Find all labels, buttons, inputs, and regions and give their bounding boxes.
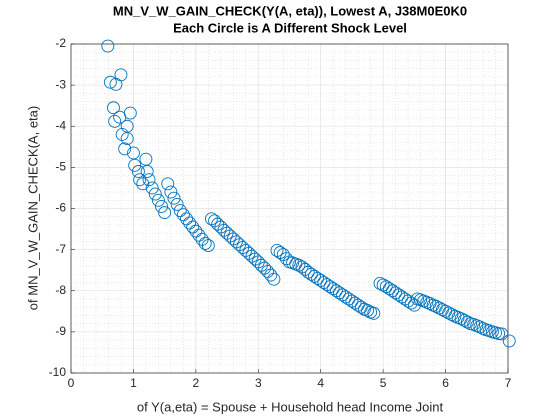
point [126, 146, 140, 160]
point [342, 292, 356, 306]
point [261, 264, 275, 278]
point [128, 158, 142, 172]
point [183, 216, 197, 230]
point [101, 39, 115, 53]
y-tick-label: -4 [55, 118, 66, 132]
x-tick-label: 5 [380, 376, 387, 390]
point [186, 220, 200, 234]
point [404, 296, 418, 310]
point [376, 278, 390, 292]
x-tick-label: 6 [442, 376, 449, 390]
point [301, 265, 315, 279]
point [201, 239, 215, 252]
point [367, 306, 381, 320]
point [314, 274, 328, 287]
point [161, 177, 175, 191]
chart-subtitle: Each Circle is A Different Shock Level [173, 20, 407, 35]
y-tick-label: -3 [55, 77, 66, 91]
y-tick-label: -8 [55, 283, 66, 297]
point [445, 308, 459, 322]
y-tick-label: -6 [55, 201, 66, 215]
point [139, 152, 153, 166]
x-tick-label: 1 [130, 376, 137, 390]
point [136, 177, 150, 191]
point [332, 286, 346, 300]
x-tick-label: 4 [317, 376, 324, 390]
point [308, 269, 321, 283]
point [264, 268, 278, 282]
point [379, 280, 393, 294]
point [189, 224, 203, 238]
point [123, 106, 137, 120]
point [120, 132, 134, 146]
point [473, 320, 487, 334]
point [170, 197, 184, 211]
y-tick-label: -2 [55, 36, 66, 50]
point [502, 334, 516, 348]
point [145, 181, 159, 195]
point [167, 191, 181, 205]
point [329, 284, 343, 298]
point [361, 304, 374, 317]
point [164, 185, 178, 199]
point [389, 286, 403, 300]
point [151, 193, 165, 207]
point [176, 208, 190, 222]
point [457, 313, 471, 327]
x-axis-label: of Y(a,eta) = Spouse + Household head In… [137, 399, 444, 414]
point [131, 165, 145, 178]
point [326, 282, 340, 296]
point [108, 114, 122, 128]
y-tick-label: -5 [55, 160, 66, 174]
point [495, 327, 509, 341]
point [398, 292, 412, 306]
x-tick-label: 0 [68, 376, 75, 390]
point [339, 290, 353, 304]
point [198, 237, 212, 250]
point [392, 288, 406, 302]
point [382, 282, 396, 296]
point [142, 173, 156, 187]
point [114, 68, 128, 82]
point [345, 294, 359, 308]
point [192, 228, 206, 242]
point [317, 276, 331, 289]
point [158, 206, 172, 220]
point [107, 101, 120, 115]
point [348, 296, 362, 310]
point [401, 294, 415, 308]
point [103, 75, 117, 89]
y-tick-label: -7 [55, 242, 66, 256]
point [133, 173, 147, 187]
point [270, 243, 284, 257]
point [292, 258, 306, 272]
point [323, 280, 337, 294]
y-axis-label: of MN_V_W_GAIN_CHECK(A, eta) [25, 106, 40, 310]
point [155, 199, 168, 213]
point [304, 267, 318, 281]
x-tick-label: 2 [193, 376, 200, 390]
point [180, 212, 193, 226]
point [460, 315, 474, 329]
point [311, 271, 325, 285]
point [115, 128, 129, 141]
point [395, 290, 409, 304]
point [148, 187, 162, 201]
x-tick-label: 3 [255, 376, 262, 390]
point [267, 272, 281, 286]
point [140, 165, 154, 178]
y-tick-label: -9 [55, 324, 66, 338]
point [118, 142, 132, 156]
plot-frame [70, 43, 509, 374]
point [173, 204, 187, 218]
point [320, 278, 334, 292]
chart-title: MN_V_W_GAIN_CHECK(Y(A, eta)), Lowest A, … [113, 3, 467, 18]
x-tick-label: 7 [505, 376, 512, 390]
point [386, 284, 399, 298]
point [336, 288, 350, 302]
y-tick-label: -10 [49, 365, 67, 379]
